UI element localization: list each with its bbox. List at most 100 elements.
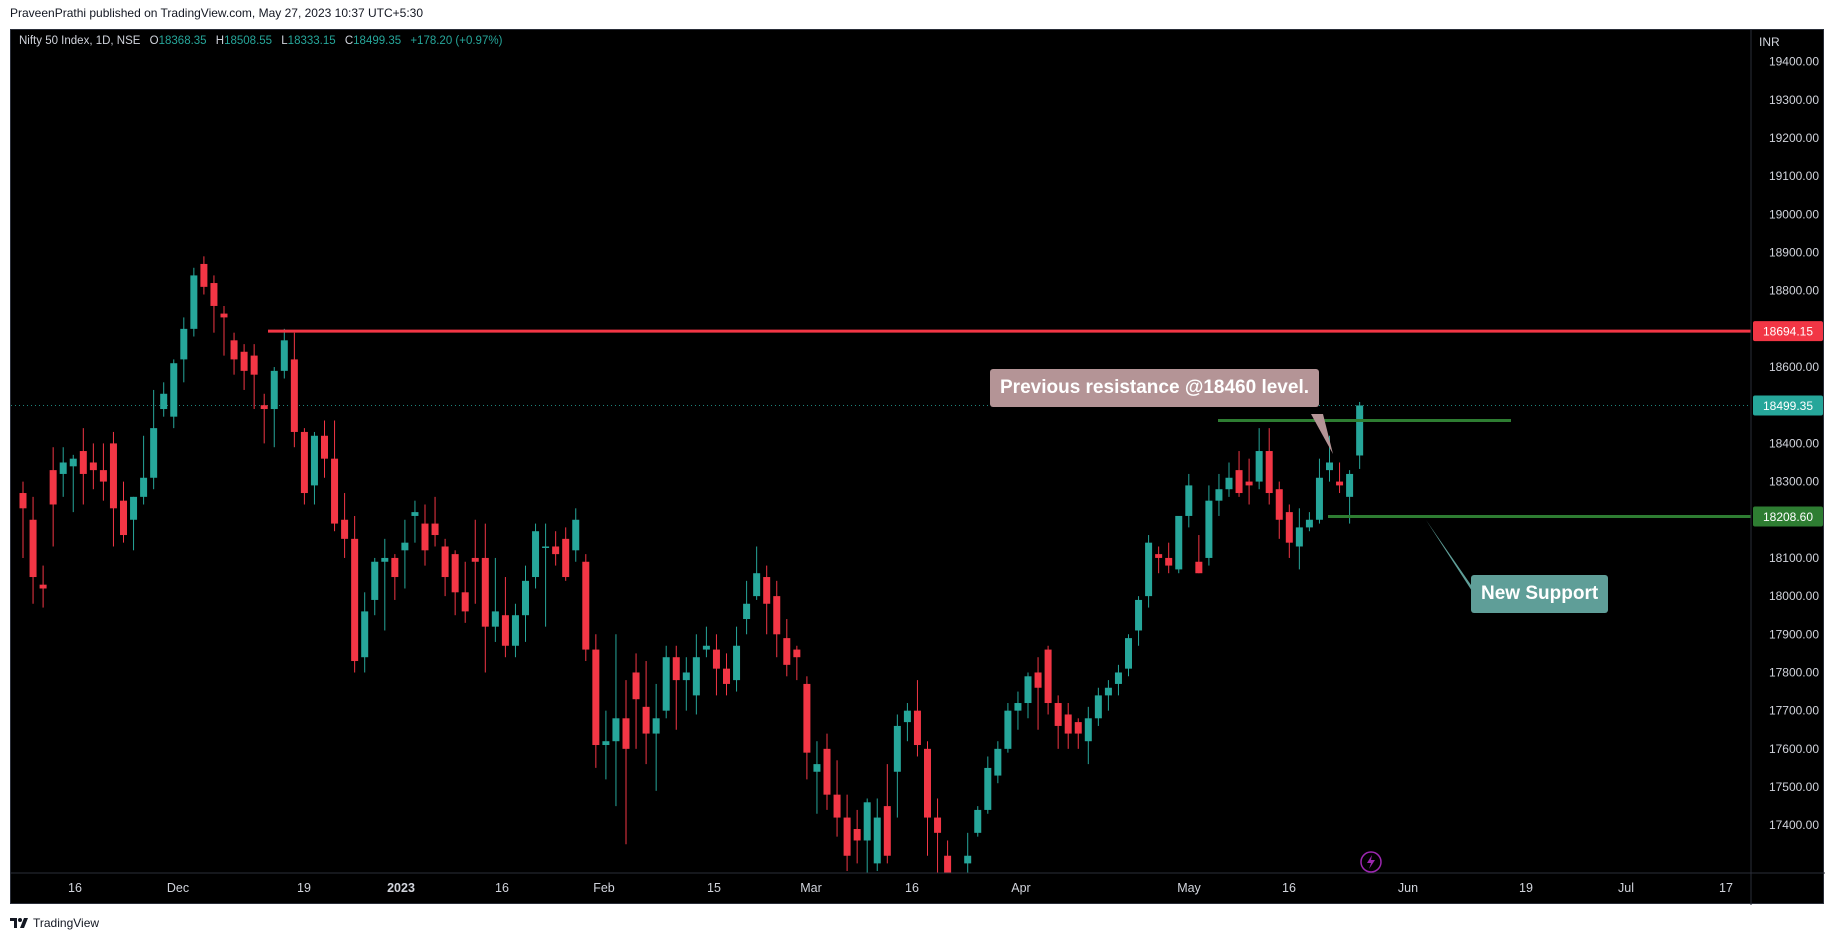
support-note-callout[interactable]: New Support: [1471, 575, 1609, 613]
candle-body: [893, 725, 901, 772]
candle-body: [120, 500, 127, 536]
candle-body: [582, 561, 590, 650]
x-tick-label: Feb: [593, 881, 615, 895]
candle-body: [321, 435, 328, 459]
candle-body: [642, 706, 650, 734]
candlestick-chart[interactable]: 19400.00 19300.00 19200.00 19100.00 19000.00…: [11, 30, 1825, 905]
candle-body: [733, 645, 741, 681]
candle-body: [1024, 676, 1032, 704]
candle-body: [692, 657, 700, 696]
price-label: 18694.15: [1763, 325, 1813, 339]
x-tick-label: 2023: [387, 881, 415, 895]
candle-body: [1255, 451, 1263, 482]
resistance-note-callout[interactable]: Previous resistance @18460 level.: [990, 369, 1320, 407]
candle-body: [1155, 554, 1163, 558]
candle-body: [1004, 710, 1012, 749]
candle-body: [230, 340, 238, 360]
candle-body: [773, 596, 781, 635]
candle-body: [1356, 405, 1364, 456]
candle-body: [592, 649, 600, 746]
publisher-line: PraveenPrathi published on TradingView.c…: [10, 6, 424, 20]
x-tick-label: May: [1177, 881, 1201, 895]
candle-body: [833, 794, 841, 818]
candle-body: [712, 649, 720, 669]
candle-body: [1235, 470, 1243, 494]
candle-body: [1225, 477, 1233, 490]
candle-body: [240, 351, 248, 371]
candle-body: [39, 584, 47, 589]
candle-body: [1104, 687, 1112, 696]
price-label-bg: [1753, 395, 1823, 416]
candle-body: [29, 519, 37, 578]
candles-layer: [19, 256, 1364, 873]
candle-body: [974, 809, 982, 833]
candle-body: [140, 477, 148, 497]
candle-body: [763, 577, 771, 604]
candle-body: [964, 855, 972, 864]
candle-body: [1084, 718, 1092, 742]
candle-body: [471, 557, 479, 562]
low-label: L: [281, 35, 288, 47]
y-tick-label: 18300.00: [1769, 475, 1819, 489]
x-tick-label: 19: [1519, 881, 1533, 895]
candle-body: [994, 748, 1002, 776]
candle-body: [511, 615, 519, 646]
y-tick-label: 19400.00: [1769, 55, 1819, 69]
candle-body: [702, 645, 710, 650]
candle-body: [934, 817, 942, 833]
candle-body: [270, 370, 278, 410]
candle-body: [753, 573, 761, 597]
candle-body: [1285, 512, 1293, 543]
candle-body: [913, 710, 921, 746]
lightning-icon[interactable]: [1357, 848, 1385, 876]
candle-body: [150, 428, 158, 478]
candle-body: [552, 546, 560, 555]
candle-body: [1326, 462, 1333, 471]
candle-body: [1044, 649, 1052, 704]
x-tick-label: Dec: [167, 881, 189, 895]
candle-body: [612, 718, 620, 742]
candle-body: [1265, 451, 1273, 494]
chart-area[interactable]: 19400.00 19300.00 19200.00 19100.00 19000.00…: [10, 29, 1825, 905]
candle-body: [813, 764, 821, 772]
x-tick-label: Mar: [800, 881, 822, 895]
candle-body: [89, 462, 97, 471]
candle-body: [984, 767, 992, 810]
candle-body: [79, 451, 87, 474]
open-label: O: [149, 35, 159, 47]
candle-body: [1195, 561, 1203, 574]
candle-body: [672, 657, 680, 681]
y-tick-label: 17500.00: [1769, 780, 1819, 794]
candle-body: [1034, 672, 1042, 688]
footer: TradingView: [10, 916, 99, 930]
price-label-bg: [1753, 321, 1823, 342]
high-value: 18508.55: [224, 35, 273, 47]
candle-body: [924, 748, 931, 818]
candle-body: [562, 538, 570, 578]
candle-body: [481, 557, 489, 627]
y-tick-label: 18100.00: [1769, 551, 1819, 565]
candle-body: [1014, 703, 1022, 711]
y-tick-label: 18400.00: [1769, 436, 1819, 450]
y-tick-label: 17900.00: [1769, 627, 1819, 641]
candle-body: [361, 611, 369, 658]
candle-body: [260, 405, 268, 410]
x-tick-label: 19: [297, 881, 311, 895]
candle-body: [401, 542, 409, 551]
candle-body: [532, 531, 540, 578]
candle-body: [411, 512, 419, 516]
candle-body: [843, 817, 851, 856]
y-tick-label: 18000.00: [1769, 589, 1819, 603]
x-tick-label: 16: [1282, 881, 1296, 895]
candle-body: [1175, 515, 1183, 570]
candle-body: [290, 359, 298, 432]
candle-body: [743, 603, 751, 620]
candle-body: [220, 313, 228, 318]
candle-body: [1125, 638, 1132, 669]
y-tick-label: 19300.00: [1769, 93, 1819, 107]
symbol-name: Nifty 50 Index, 1D, NSE: [19, 35, 141, 47]
candle-body: [1305, 519, 1313, 528]
y-tick-label: 17400.00: [1769, 818, 1819, 832]
candle-body: [572, 519, 580, 551]
candle-body: [99, 470, 107, 482]
